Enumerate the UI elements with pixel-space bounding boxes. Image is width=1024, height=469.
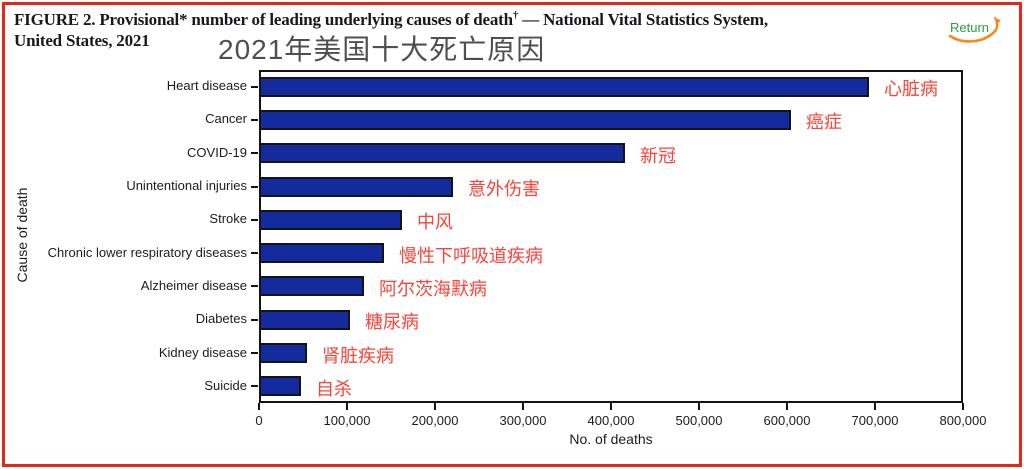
annotation-zh-chronic-lower-respiratory-diseases: 慢性下呼吸道疾病 xyxy=(399,246,543,266)
x-tick-label-6: 600,000 xyxy=(763,413,811,428)
x-tick-1 xyxy=(346,403,348,410)
x-tick-label-1: 100,000 xyxy=(323,413,371,428)
x-axis-title: No. of deaths xyxy=(569,431,653,447)
category-label-covid-19: COVID-19 xyxy=(187,145,247,160)
y-tick-diabetes xyxy=(251,319,258,321)
bar-stroke xyxy=(259,210,402,230)
bar-covid-19 xyxy=(259,143,625,163)
x-tick-6 xyxy=(786,403,788,410)
return-button-label: Return xyxy=(950,20,990,35)
y-tick-kidney-disease xyxy=(251,352,258,354)
x-tick-5 xyxy=(698,403,700,410)
category-label-suicide: Suicide xyxy=(204,378,247,393)
bar-unintentional-injuries xyxy=(259,177,453,197)
x-tick-8 xyxy=(962,403,964,410)
y-tick-suicide xyxy=(251,385,258,387)
x-tick-3 xyxy=(522,403,524,410)
category-label-diabetes: Diabetes xyxy=(195,311,247,326)
y-axis-title: Cause of death xyxy=(14,187,30,283)
x-tick-label-3: 300,000 xyxy=(499,413,547,428)
annotation-zh-covid-19: 新冠 xyxy=(640,146,676,166)
category-label-alzheimer-disease: Alzheimer disease xyxy=(140,278,247,293)
category-label-chronic-lower-respiratory-diseases: Chronic lower respiratory diseases xyxy=(47,245,247,260)
y-tick-chronic-lower-respiratory-diseases xyxy=(251,252,258,254)
y-tick-heart-disease xyxy=(251,86,258,88)
return-swoosh-arrow-icon xyxy=(948,16,1001,43)
y-tick-covid-19 xyxy=(251,152,258,154)
dagger-footnote-mark: † xyxy=(512,9,519,22)
x-tick-label-4: 400,000 xyxy=(587,413,635,428)
bar-suicide xyxy=(259,376,301,396)
category-label-stroke: Stroke xyxy=(209,211,247,226)
category-label-kidney-disease: Kidney disease xyxy=(158,345,247,360)
annotation-zh-cancer: 癌症 xyxy=(806,112,842,132)
annotation-zh-kidney-disease: 肾脏疾病 xyxy=(322,346,394,366)
y-tick-cancer xyxy=(251,119,258,121)
bar-heart-disease xyxy=(259,77,869,97)
annotation-zh-unintentional-injuries: 意外伤害 xyxy=(468,179,540,199)
y-tick-unintentional-injuries xyxy=(251,186,258,188)
x-tick-4 xyxy=(610,403,612,410)
x-tick-label-8: 800,000 xyxy=(939,413,987,428)
category-label-unintentional-injuries: Unintentional injuries xyxy=(126,178,247,193)
x-tick-label-0: 0 xyxy=(255,413,263,428)
category-label-cancer: Cancer xyxy=(205,111,247,126)
bar-cancer xyxy=(259,110,791,130)
y-tick-alzheimer-disease xyxy=(251,285,258,287)
bar-chronic-lower-respiratory-diseases xyxy=(259,243,384,263)
figure-title-main: FIGURE 2. Provisional* number of leading… xyxy=(14,10,513,29)
annotation-zh-alzheimer-disease: 阿尔茨海默病 xyxy=(379,279,487,299)
annotation-zh-heart-disease: 心脏病 xyxy=(884,79,938,99)
x-tick-label-7: 700,000 xyxy=(851,413,899,428)
figure-title-line2: United States, 2021 xyxy=(14,31,150,50)
bar-kidney-disease xyxy=(259,343,307,363)
chinese-subtitle: 2021年美国十大死亡原因 xyxy=(218,34,546,65)
x-tick-2 xyxy=(434,403,436,410)
bar-alzheimer-disease xyxy=(259,276,364,296)
return-button[interactable]: Return xyxy=(944,8,1008,50)
figure-title-rest: — National Vital Statistics System, xyxy=(522,10,768,29)
x-tick-0 xyxy=(258,403,260,410)
annotation-zh-stroke: 中风 xyxy=(417,212,453,232)
x-tick-label-2: 200,000 xyxy=(411,413,459,428)
figure-title: FIGURE 2. Provisional* number of leading… xyxy=(14,9,944,51)
x-tick-label-5: 500,000 xyxy=(675,413,723,428)
annotation-zh-diabetes: 糖尿病 xyxy=(365,312,419,332)
category-label-heart-disease: Heart disease xyxy=(166,78,247,93)
x-tick-7 xyxy=(874,403,876,410)
y-tick-stroke xyxy=(251,219,258,221)
bar-diabetes xyxy=(259,310,350,330)
annotation-zh-suicide: 自杀 xyxy=(316,379,352,399)
